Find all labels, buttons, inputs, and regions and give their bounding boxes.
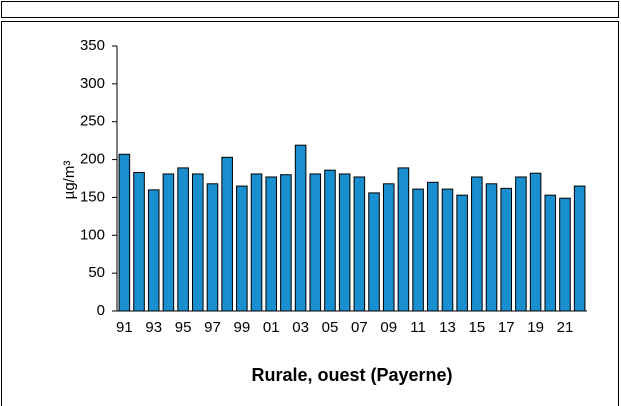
bar (236, 185, 248, 312)
bar (309, 173, 322, 312)
bar (324, 169, 336, 312)
y-tick-label: 50 (88, 264, 105, 281)
x-tick-label: 17 (498, 319, 515, 336)
x-tick-label: 11 (410, 319, 426, 336)
bar (133, 171, 145, 312)
x-tick-label: 07 (351, 319, 368, 336)
bar (353, 176, 366, 312)
x-tick-label: 99 (234, 319, 251, 336)
bar (426, 181, 439, 312)
bar (250, 173, 263, 312)
bar (500, 187, 513, 312)
chart-title: Rurale, ouest (Payerne) (251, 365, 452, 385)
x-tick-label: 97 (204, 319, 221, 336)
bar (118, 153, 131, 312)
y-tick-label: 150 (80, 188, 105, 205)
y-axis-label: µg/m³ (61, 161, 78, 200)
bar (485, 183, 498, 312)
bar (544, 194, 557, 312)
bar (191, 173, 204, 312)
bar (382, 183, 395, 312)
bar (441, 188, 454, 312)
x-tick-label: 91 (116, 319, 133, 336)
y-tick-label: 300 (80, 75, 105, 92)
x-tick-label: 21 (557, 319, 574, 336)
bar (368, 192, 380, 312)
y-tick-label: 100 (80, 226, 105, 243)
bar (294, 144, 307, 312)
x-tick-label: 95 (175, 319, 192, 336)
bar (221, 156, 233, 312)
bar (412, 188, 424, 312)
x-tick-label: 01 (263, 319, 280, 336)
header-box (1, 1, 619, 18)
bar (338, 173, 351, 312)
bar (471, 176, 483, 312)
bar (280, 174, 292, 312)
bar (397, 167, 410, 312)
x-tick-label: 19 (527, 319, 544, 336)
bar (573, 185, 586, 312)
bar (559, 197, 571, 312)
bar (206, 183, 219, 312)
bar (162, 173, 175, 312)
bar (147, 189, 160, 312)
x-tick-label: 03 (292, 319, 309, 336)
bar (515, 176, 527, 312)
y-tick-label: 0 (97, 302, 105, 319)
bar (177, 167, 189, 312)
y-tick-label: 350 (80, 37, 105, 54)
y-tick-label: 200 (80, 151, 105, 168)
x-tick-label: 15 (469, 319, 486, 336)
x-tick-label: 09 (380, 319, 397, 336)
x-tick-label: 13 (439, 319, 456, 336)
x-tick-label: 93 (145, 319, 162, 336)
chart-frame (1, 21, 619, 406)
x-tick-label: 05 (322, 319, 339, 336)
y-tick-label: 250 (80, 113, 105, 130)
bar (265, 176, 278, 312)
bar (456, 194, 468, 312)
bar (529, 172, 542, 312)
